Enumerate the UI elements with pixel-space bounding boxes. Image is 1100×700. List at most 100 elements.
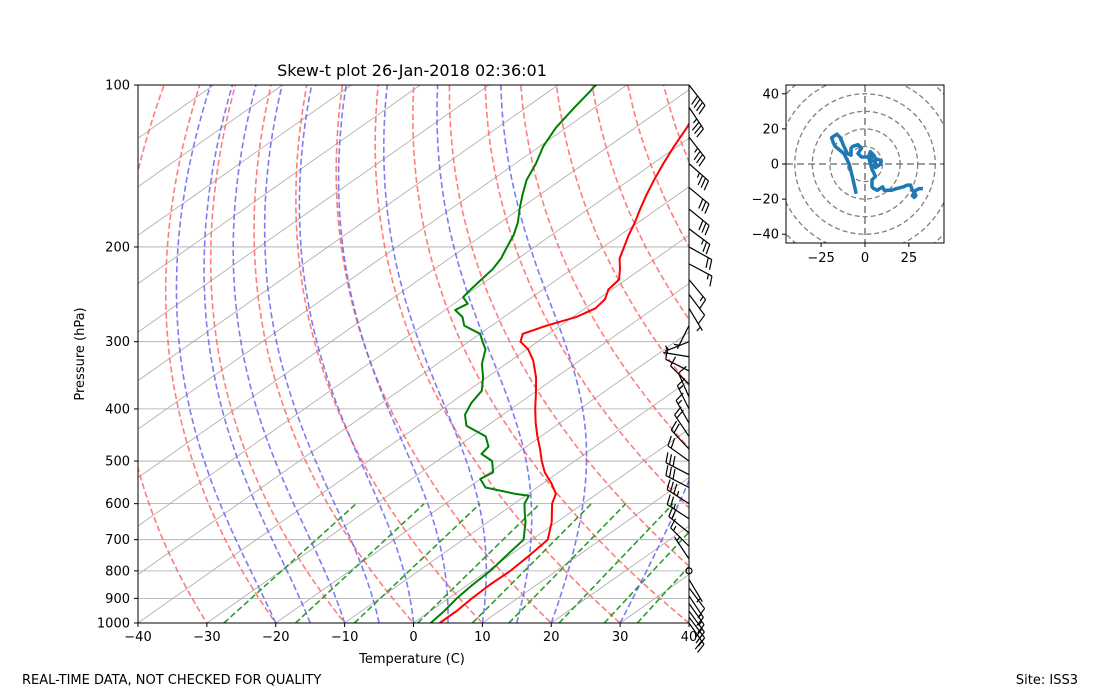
wind-barb-shaft bbox=[688, 136, 706, 158]
wind-barb bbox=[688, 163, 710, 191]
wind-barb-shaft bbox=[688, 610, 705, 633]
hodograph-y-tick-label: 20 bbox=[762, 122, 779, 137]
wind-barb-shaft bbox=[688, 246, 713, 261]
dry-adiabat-line bbox=[484, 85, 689, 510]
wind-barb-feather bbox=[698, 198, 704, 209]
hodograph-x-tick-label: 25 bbox=[901, 251, 918, 266]
wind-barb-shaft bbox=[688, 603, 705, 626]
wind-barb bbox=[665, 348, 690, 372]
x-tick-label: −30 bbox=[193, 630, 220, 645]
wind-barb-feather bbox=[672, 468, 676, 480]
mixing-ratio-line bbox=[636, 565, 689, 623]
wind-barb-feather bbox=[693, 98, 701, 109]
chart-title: Skew-t plot 26-Jan-2018 02:36:01 bbox=[277, 61, 547, 80]
wind-barb-shaft bbox=[688, 263, 713, 277]
wind-barb-feather bbox=[696, 154, 704, 164]
dry-adiabat-line bbox=[448, 85, 689, 568]
wind-barb-shaft bbox=[664, 341, 690, 352]
x-tick-label: 20 bbox=[543, 630, 560, 645]
wind-barb-half-feather bbox=[672, 525, 677, 531]
wind-barb-feather bbox=[669, 496, 675, 507]
x-tick-label: 40 bbox=[681, 630, 698, 645]
wind-barb-feather bbox=[670, 420, 678, 431]
mixing-ratio-line bbox=[508, 503, 627, 623]
wind-barb bbox=[666, 494, 690, 520]
wind-barb-feather bbox=[704, 203, 710, 214]
wind-barb-shaft bbox=[688, 84, 706, 106]
wind-barb-feather bbox=[675, 392, 684, 401]
wind-barb-feather bbox=[698, 105, 706, 115]
moist-adiabat-line bbox=[203, 85, 311, 623]
mixing-ratio-line bbox=[417, 503, 541, 623]
wind-barb bbox=[668, 506, 690, 534]
wind-barb bbox=[688, 263, 713, 287]
hodograph-y-tick-label: −40 bbox=[752, 228, 779, 243]
dry-adiabat-line bbox=[555, 85, 689, 387]
wind-barb-shaft bbox=[674, 414, 690, 437]
wind-barb bbox=[670, 420, 690, 450]
wind-barb-feather bbox=[696, 128, 704, 138]
x-tick-label: 10 bbox=[474, 630, 491, 645]
wind-barb-feather bbox=[698, 220, 704, 231]
wind-barb bbox=[676, 378, 690, 410]
dry-adiabat-line bbox=[295, 85, 484, 623]
wind-barb-feather bbox=[676, 409, 684, 419]
moist-adiabat-line bbox=[382, 85, 488, 623]
x-tick-label: −20 bbox=[262, 630, 289, 645]
wind-barb-feather bbox=[699, 299, 707, 309]
moist-adiabat-line bbox=[619, 478, 689, 623]
dry-adiabat-line bbox=[842, 85, 1100, 634]
skewt-plot-area bbox=[138, 85, 1100, 634]
mixing-ratio-line bbox=[471, 503, 593, 623]
wind-barb bbox=[665, 452, 690, 476]
dry-adiabat-line bbox=[335, 85, 553, 623]
wind-barb-shaft bbox=[663, 351, 690, 358]
wind-barb-feather bbox=[697, 314, 706, 324]
wind-barb-half-feather bbox=[696, 172, 701, 178]
wind-barb bbox=[688, 307, 703, 332]
wind-barb-feather bbox=[691, 121, 700, 131]
wind-barb-feather bbox=[701, 201, 707, 212]
wind-barb-feather bbox=[673, 483, 678, 495]
wind-barb-feather bbox=[705, 244, 711, 255]
y-tick-label: 300 bbox=[105, 335, 130, 350]
isotherm-line bbox=[551, 525, 689, 623]
y-tick-label: 1000 bbox=[97, 617, 130, 632]
wind-barbs bbox=[663, 84, 713, 653]
wind-barb bbox=[675, 392, 690, 424]
isotherm-line bbox=[138, 85, 421, 285]
isotherm-line bbox=[138, 85, 490, 333]
dry-adiabat-line bbox=[412, 85, 689, 623]
wind-barb-feather bbox=[697, 175, 704, 186]
dry-adiabat-line bbox=[164, 85, 277, 623]
wind-barb-shaft bbox=[665, 475, 690, 489]
temperature-profile-line bbox=[439, 121, 689, 623]
isotherm-line bbox=[275, 331, 689, 623]
isotherm-line bbox=[138, 85, 283, 188]
mixing-ratio-line bbox=[353, 503, 481, 623]
wind-barb-shaft bbox=[677, 372, 690, 398]
wind-barb-shaft bbox=[688, 208, 710, 226]
dry-adiabat-line bbox=[949, 85, 1100, 634]
wind-barb-feather bbox=[695, 628, 703, 638]
wind-barb-half-feather bbox=[678, 385, 684, 390]
wind-barb-feather bbox=[671, 509, 677, 520]
wind-barb-half-feather bbox=[673, 343, 680, 346]
wind-barb-feather bbox=[668, 506, 674, 517]
isotherm-line bbox=[138, 234, 689, 623]
wind-barb bbox=[688, 622, 705, 653]
wind-barb bbox=[688, 246, 713, 270]
wind-barb bbox=[688, 186, 710, 214]
wind-barb-feather bbox=[697, 643, 705, 653]
dry-adiabat-line bbox=[591, 85, 689, 321]
wind-barb-shaft bbox=[670, 429, 690, 450]
mixing-ratio-line bbox=[223, 503, 357, 623]
wind-barb-feather bbox=[694, 640, 703, 650]
wind-barb-feather bbox=[701, 222, 707, 233]
isotherm-line bbox=[138, 137, 689, 527]
wind-barb bbox=[670, 356, 690, 385]
wind-barb-shaft bbox=[688, 579, 703, 603]
isotherm-line bbox=[344, 380, 689, 623]
moist-adiabat-line bbox=[436, 85, 533, 623]
